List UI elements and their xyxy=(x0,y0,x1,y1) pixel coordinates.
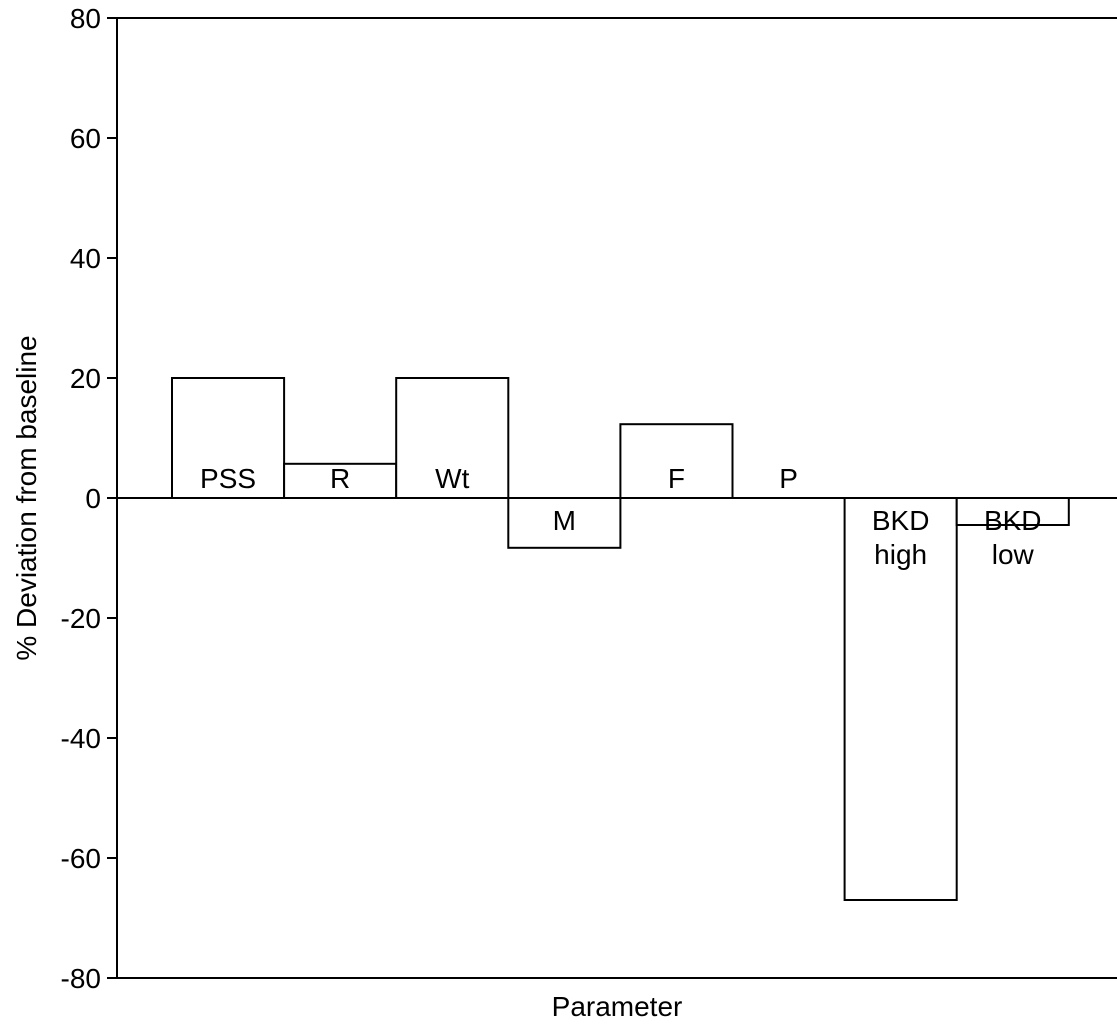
y-tick-label: 20 xyxy=(70,363,101,394)
y-tick-label: -80 xyxy=(61,963,101,994)
y-tick-label: 80 xyxy=(70,3,101,34)
bar-label: P xyxy=(779,463,798,494)
bar-wt xyxy=(395,377,510,499)
bar-bkd-low xyxy=(955,497,1070,526)
y-tick-label: -40 xyxy=(61,723,101,754)
x-axis-label: Parameter xyxy=(552,991,683,1021)
bar-pss xyxy=(171,377,286,499)
y-axis-label: % Deviation from baseline xyxy=(11,335,42,660)
y-tick-label: -20 xyxy=(61,603,101,634)
y-ticks-layer: 80 60 40 20 0 -20 -40 -60 -80 xyxy=(61,3,117,994)
bar-label: F xyxy=(668,463,685,494)
bar-bkd-high xyxy=(843,497,958,901)
bars-layer xyxy=(171,377,1070,901)
bar-label: R xyxy=(330,463,350,494)
y-tick-label: 60 xyxy=(70,123,101,154)
bar-label: M xyxy=(553,505,576,536)
bar-label: high xyxy=(874,539,927,570)
y-tick-label: 0 xyxy=(85,483,101,514)
bar-label: BKD xyxy=(984,505,1042,536)
y-tick-label: -60 xyxy=(61,843,101,874)
bar-label: Wt xyxy=(435,463,469,494)
y-tick-label: 40 xyxy=(70,243,101,274)
bar-label: low xyxy=(992,539,1035,570)
bar-r xyxy=(283,462,398,499)
bar-label: BKD xyxy=(872,505,930,536)
bar-label: PSS xyxy=(200,463,256,494)
